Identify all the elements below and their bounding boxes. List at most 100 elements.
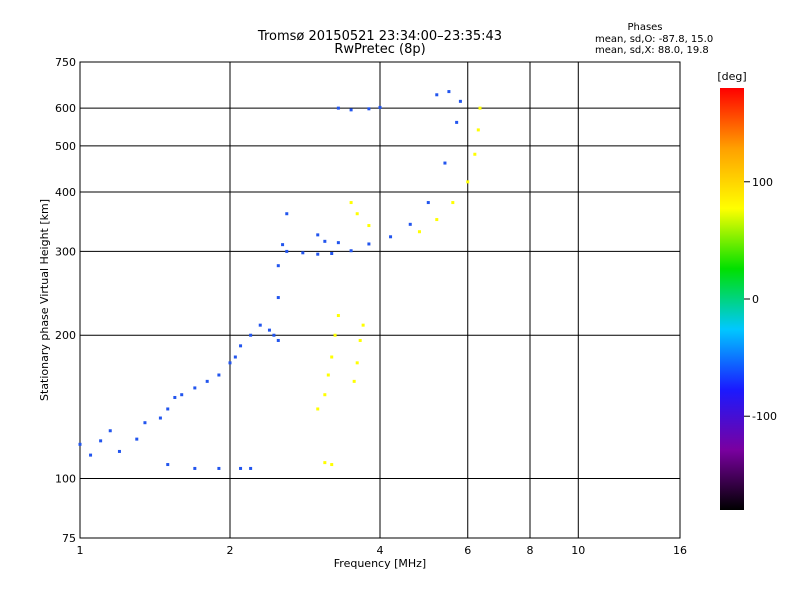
data-point (281, 243, 285, 247)
x-tick-label: 10 (571, 544, 585, 557)
y-tick-label: 750 (55, 56, 76, 69)
data-point (336, 314, 340, 318)
data-point (323, 239, 327, 243)
y-axis-label: Stationary phase Virtual Height [km] (38, 199, 51, 401)
data-point (276, 264, 280, 268)
colorbar-tick-labels: 100 0 -100 (744, 176, 777, 423)
colorbar-tick-label: 100 (752, 176, 773, 189)
data-point (180, 393, 184, 397)
data-point (336, 106, 340, 110)
data-point (408, 222, 412, 226)
data-point (389, 235, 393, 239)
data-point (355, 361, 359, 365)
data-point (466, 180, 470, 184)
data-point (285, 249, 289, 253)
data-point (193, 466, 197, 470)
data-point (435, 218, 439, 222)
y-tick-label: 300 (55, 245, 76, 258)
y-tick-label: 400 (55, 186, 76, 199)
data-point (478, 106, 482, 110)
data-point (166, 407, 170, 411)
data-point (349, 108, 353, 112)
data-point (458, 99, 462, 103)
data-point (417, 230, 421, 234)
y-tick-label: 500 (55, 140, 76, 153)
data-point (316, 233, 320, 237)
colorbar (720, 88, 744, 510)
data-point (435, 93, 439, 97)
data-point (378, 105, 382, 109)
data-point (426, 201, 430, 205)
data-point (249, 333, 253, 337)
x-axis-label: Frequency [MHz] (334, 557, 426, 570)
phases-header: Phases (627, 22, 662, 33)
colorbar-tick-label: -100 (752, 410, 777, 423)
data-points (78, 90, 482, 470)
plot-frame (79, 61, 681, 539)
x-tick-label: 1 (77, 544, 84, 557)
x-tick-label: 8 (527, 544, 534, 557)
data-point (473, 152, 477, 156)
data-point (217, 373, 221, 377)
data-point (205, 379, 209, 383)
x-tick-label: 2 (227, 544, 234, 557)
data-point (158, 416, 162, 420)
data-point (367, 242, 371, 246)
data-point (316, 407, 320, 411)
data-point (316, 252, 320, 256)
data-point (301, 251, 305, 255)
data-point (451, 201, 455, 205)
y-tick-label: 100 (55, 473, 76, 486)
data-point (333, 333, 337, 337)
x-tick-label: 6 (464, 544, 471, 557)
data-point (239, 466, 243, 470)
data-point (455, 120, 459, 124)
x-tick-label: 16 (673, 544, 687, 557)
data-point (358, 338, 362, 342)
data-point (166, 463, 170, 467)
data-point (276, 296, 280, 300)
data-point (361, 323, 365, 327)
x-tick-label: 4 (377, 544, 384, 557)
data-point (355, 212, 359, 216)
data-point (272, 333, 276, 337)
data-point (193, 386, 197, 390)
data-point (352, 379, 356, 383)
chart-title-line2: RwPretec (8p) (334, 42, 425, 57)
phases-x-stats: mean, sd,X: 88.0, 19.8 (595, 45, 709, 56)
data-point (233, 355, 237, 359)
data-point (267, 328, 271, 332)
y-tick-label: 600 (55, 102, 76, 115)
colorbar-unit: [deg] (717, 70, 746, 83)
data-point (108, 429, 112, 433)
data-point (217, 466, 221, 470)
data-point (249, 466, 253, 470)
y-tick-labels: 75 100 200 300 400 500 600 750 (55, 56, 76, 545)
y-tick-label: 75 (62, 532, 76, 545)
phases-o-stats: mean, sd,O: -87.8, 15.0 (595, 34, 713, 45)
data-point (323, 461, 327, 465)
data-point (258, 323, 262, 327)
grid-layer (80, 62, 680, 538)
data-point (173, 395, 177, 399)
data-point (330, 251, 334, 255)
data-point (99, 439, 103, 443)
data-point (239, 344, 243, 348)
data-point (447, 90, 451, 94)
data-point (476, 128, 480, 132)
data-point (443, 161, 447, 165)
y-tick-label: 200 (55, 329, 76, 342)
x-tick-labels: 1 2 4 6 8 10 16 (77, 544, 688, 557)
data-point (78, 442, 82, 446)
data-point (336, 241, 340, 245)
data-point (276, 338, 280, 342)
data-point (349, 249, 353, 253)
data-point (143, 421, 147, 425)
data-point (135, 437, 139, 441)
data-point (323, 393, 327, 397)
chart-title-line1: Tromsø 20150521 23:34:00–23:35:43 (257, 29, 502, 44)
data-point (89, 453, 93, 457)
data-point (330, 463, 334, 467)
